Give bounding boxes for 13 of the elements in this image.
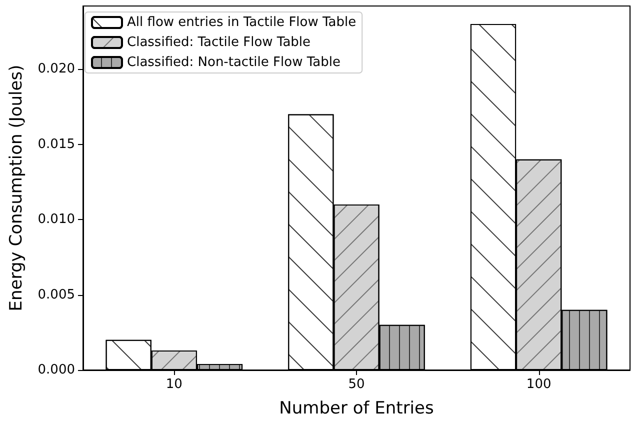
legend-label: Classified: Tactile Flow Table [127, 35, 311, 50]
legend-label: All flow entries in Tactile Flow Table [127, 15, 356, 30]
x-tick-label: 100 [526, 377, 552, 392]
y-tick-label: 0.020 [38, 62, 75, 77]
x-tick-label: 10 [166, 377, 182, 392]
x-tick-label: 50 [348, 377, 365, 392]
legend-label: Classified: Non-tactile Flow Table [127, 55, 340, 70]
y-tick-label: 0.015 [38, 136, 75, 152]
y-tick-label: 0.010 [38, 212, 75, 228]
y-axis-title: Energy Consumption (Joules) [6, 64, 26, 312]
x-axis-title: Number of Entries [279, 398, 434, 418]
y-tick-label: 0.000 [38, 362, 75, 378]
y-tick-label: 0.005 [38, 287, 75, 302]
